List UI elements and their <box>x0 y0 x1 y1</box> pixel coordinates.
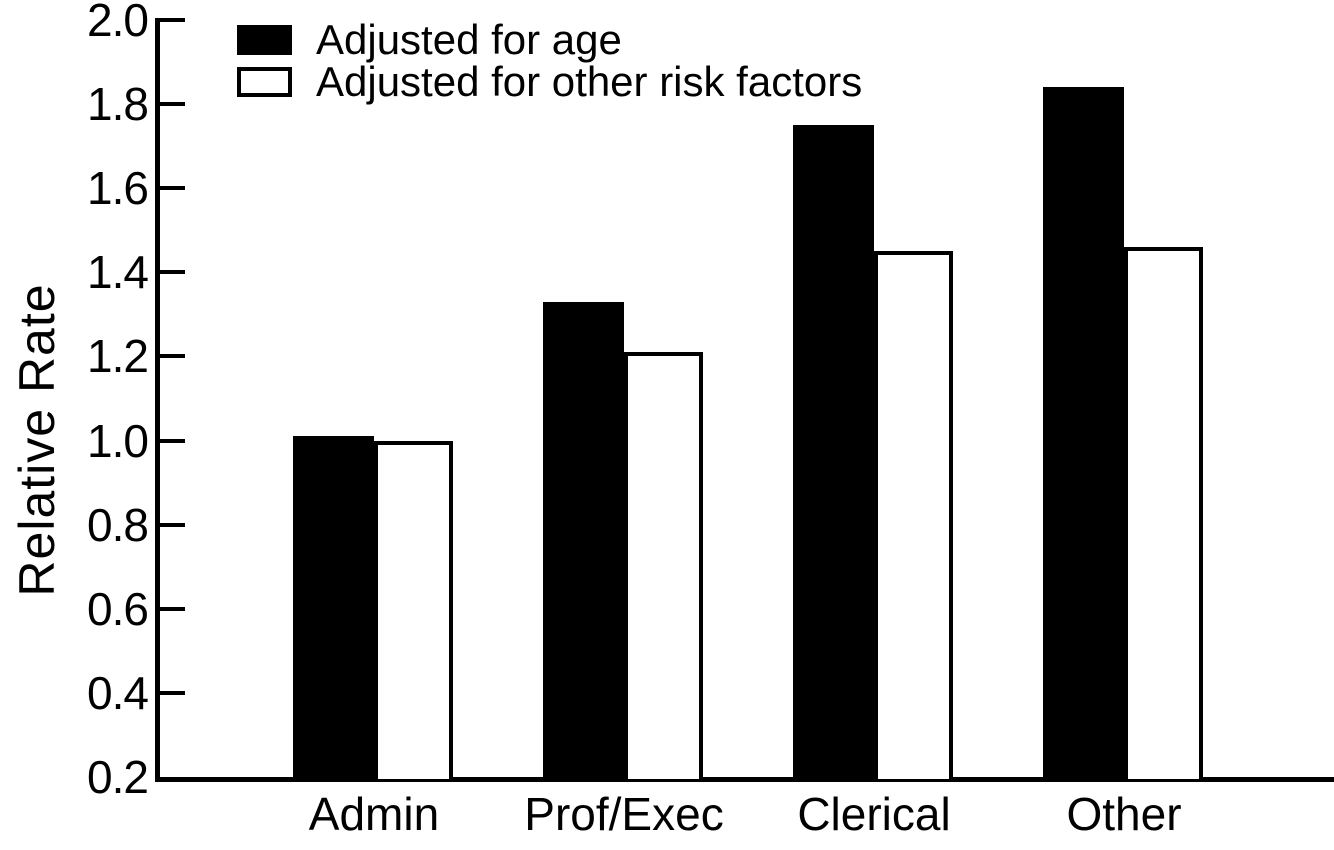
bar-clerical-adjusted-for-other-risk-factors <box>874 251 953 779</box>
y-tick-label: 0.8 <box>87 498 149 551</box>
y-tick-label: 1.6 <box>87 162 149 215</box>
legend-label: Adjusted for other risk factors <box>316 57 863 105</box>
bar-other-adjusted-for-other-risk-factors <box>1124 247 1203 779</box>
y-tick-mark <box>160 186 185 191</box>
bar-admin-adjusted-for-age <box>293 436 374 779</box>
legend-swatch-outlined-icon <box>237 66 292 97</box>
legend-item-adjusted-for-age: Adjusted for age <box>237 18 862 60</box>
y-tick-mark <box>160 690 185 695</box>
y-tick-mark <box>160 102 185 107</box>
bar-prof-exec-adjusted-for-other-risk-factors <box>624 352 703 779</box>
x-axis-label-prof-exec: Prof/Exec <box>524 788 724 840</box>
y-tick-mark <box>160 18 185 22</box>
y-tick-label: 0.2 <box>87 751 149 803</box>
x-axis-label-clerical: Clerical <box>797 788 951 840</box>
x-axis-label-admin: Admin <box>308 788 440 840</box>
y-tick-label: 1.0 <box>87 414 149 467</box>
x-axis-line <box>155 777 1334 782</box>
legend-item-adjusted-for-other-risk-factors: Adjusted for other risk factors <box>237 60 862 102</box>
y-tick-mark <box>160 354 185 359</box>
y-tick-mark <box>160 270 185 275</box>
y-axis-line <box>155 18 160 782</box>
legend-label: Adjusted for age <box>316 15 622 63</box>
y-tick-label: 2.0 <box>87 0 149 46</box>
y-tick-label: 1.2 <box>87 330 149 383</box>
x-axis-label-other: Other <box>1066 788 1182 840</box>
legend: Adjusted for age Adjusted for other risk… <box>237 18 862 108</box>
y-tick-label: 1.4 <box>87 246 149 299</box>
y-tick-label: 1.8 <box>87 78 149 131</box>
y-tick-label: 0.6 <box>87 582 149 635</box>
bar-clerical-adjusted-for-age <box>793 125 874 779</box>
y-tick-label: 0.4 <box>87 666 149 719</box>
legend-swatch-filled-icon <box>237 24 292 55</box>
y-tick-mark <box>160 606 185 611</box>
y-tick-mark <box>160 522 185 527</box>
bar-other-adjusted-for-age <box>1043 87 1124 779</box>
bar-admin-adjusted-for-other-risk-factors <box>374 440 453 779</box>
y-tick-mark <box>160 438 185 443</box>
bar-prof-exec-adjusted-for-age <box>543 301 624 779</box>
